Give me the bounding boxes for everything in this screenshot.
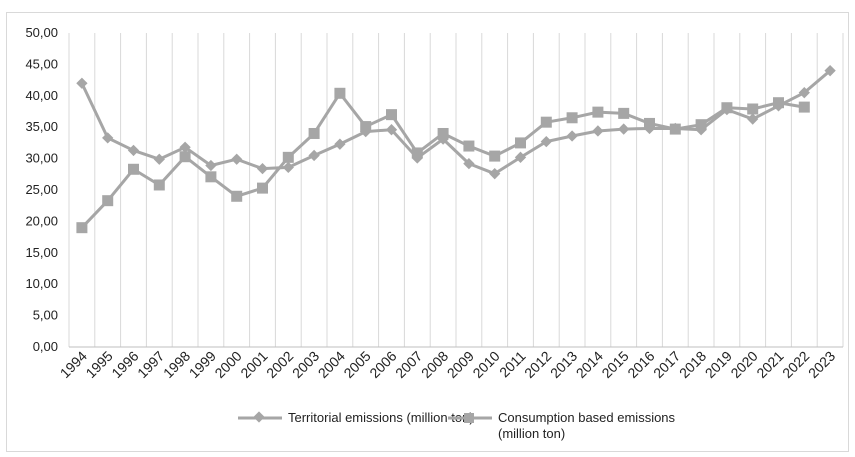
data-point-square [644, 117, 655, 129]
data-point-square [386, 109, 397, 121]
data-point-square [179, 151, 191, 163]
data-point-diamond [76, 77, 88, 89]
y-tick-label: 20,00 [25, 213, 58, 228]
data-point-square [489, 150, 501, 162]
x-tick-label: 1996 [108, 348, 141, 381]
data-point-square [257, 182, 268, 194]
legend-square-icon [448, 413, 492, 423]
data-point-diamond [540, 135, 552, 148]
data-point-square [540, 116, 552, 128]
axis-layer: 0,00 5,00 10,00 15,00 20,00 25,00 30,00 35,00 40… [25, 25, 843, 381]
y-tick-label: 25,00 [25, 182, 58, 197]
data-point-square [308, 127, 320, 139]
x-tick-label: 2013 [547, 348, 580, 381]
data-point-diamond [127, 144, 140, 157]
y-tick-label: 30,00 [25, 151, 58, 166]
x-tick-label: 1998 [160, 348, 193, 381]
x-tick-label: 2012 [521, 348, 554, 381]
x-tick-label: 2010 [469, 348, 502, 381]
data-point-square [128, 163, 139, 175]
y-tick-label: 15,00 [25, 245, 58, 260]
data-point-diamond [747, 113, 759, 125]
x-tick-label: 2015 [598, 348, 631, 381]
data-point-square [76, 222, 88, 234]
x-tick-label: 2011 [496, 348, 529, 381]
x-tick-label: 2019 [702, 348, 735, 381]
x-tick-label: 2007 [392, 348, 425, 381]
x-tick-label: 2009 [444, 348, 477, 381]
data-point-square [205, 171, 217, 183]
data-point-diamond [179, 141, 191, 153]
x-tick-label: 2002 [263, 348, 296, 381]
x-tick-label: 2005 [340, 348, 373, 381]
data-point-diamond [205, 159, 217, 172]
x-tick-label: 1995 [82, 348, 115, 381]
y-tick-label: 50,00 [25, 25, 58, 40]
data-point-square [360, 121, 372, 133]
x-tick-label: 1994 [57, 348, 90, 381]
x-tick-label: 2017 [650, 348, 683, 381]
x-tick-label: 2023 [805, 348, 838, 381]
x-tick-label: 1997 [134, 348, 167, 381]
x-tick-label: 2016 [624, 348, 657, 381]
data-point-square [282, 151, 294, 163]
data-point-diamond [489, 168, 501, 180]
x-tick-label: 2020 [727, 348, 760, 381]
data-point-square [566, 112, 578, 124]
data-point-square [798, 101, 810, 113]
data-point-square [463, 140, 475, 152]
data-point-diamond [566, 130, 578, 142]
legend-label-territorial: Territorial emissions (million ton) [288, 410, 474, 425]
data-point-square [721, 102, 733, 114]
data-point-diamond [385, 124, 398, 136]
data-point-diamond [514, 151, 527, 164]
legend-diamond-icon [238, 411, 282, 423]
x-tick-label: 2000 [211, 348, 244, 381]
y-tick-label: 35,00 [25, 119, 58, 134]
data-point-square [695, 119, 707, 131]
x-tick-label: 2018 [676, 348, 709, 381]
y-tick-label: 10,00 [25, 276, 58, 291]
data-point-square [334, 87, 346, 99]
x-tick-label: 2001 [237, 348, 270, 381]
y-tick-label: 5,00 [33, 308, 58, 323]
data-point-diamond [308, 149, 320, 162]
data-point-square [618, 107, 630, 119]
data-point-square [515, 137, 526, 149]
data-point-square [747, 103, 759, 115]
x-tick-label: 1999 [186, 348, 219, 381]
data-point-diamond [282, 161, 294, 174]
data-point-square [231, 190, 243, 202]
x-tick-label: 2014 [573, 348, 606, 381]
data-point-square [437, 127, 449, 139]
y-tick-label: 40,00 [25, 88, 58, 103]
data-point-diamond [102, 132, 114, 144]
data-point-diamond [618, 123, 630, 135]
series-consumption [76, 87, 810, 234]
data-point-square [411, 147, 423, 159]
x-tick-label: 2003 [289, 348, 322, 381]
data-point-diamond [463, 157, 475, 170]
y-tick-label: 0,00 [33, 339, 58, 354]
data-point-square [773, 97, 784, 109]
data-point-diamond [153, 153, 165, 165]
data-point-square [669, 123, 681, 135]
data-point-square [102, 195, 114, 207]
data-point-diamond [256, 162, 269, 175]
x-tick-label: 2004 [315, 348, 348, 381]
data-point-square [153, 179, 165, 191]
y-tick-label: 45,00 [25, 56, 58, 71]
data-point-diamond [592, 125, 604, 137]
data-point-square [592, 106, 604, 118]
x-tick-label: 2006 [366, 348, 399, 381]
data-point-diamond [334, 138, 346, 150]
grid-layer [68, 33, 844, 347]
chart-frame [6, 12, 849, 452]
x-tick-label: 2021 [753, 348, 786, 381]
x-tick-label: 2022 [779, 348, 812, 381]
x-tick-label: 2008 [418, 348, 451, 381]
legend-label-consumption: Consumption based emissions (million ton… [498, 410, 676, 441]
data-point-diamond [231, 153, 243, 165]
